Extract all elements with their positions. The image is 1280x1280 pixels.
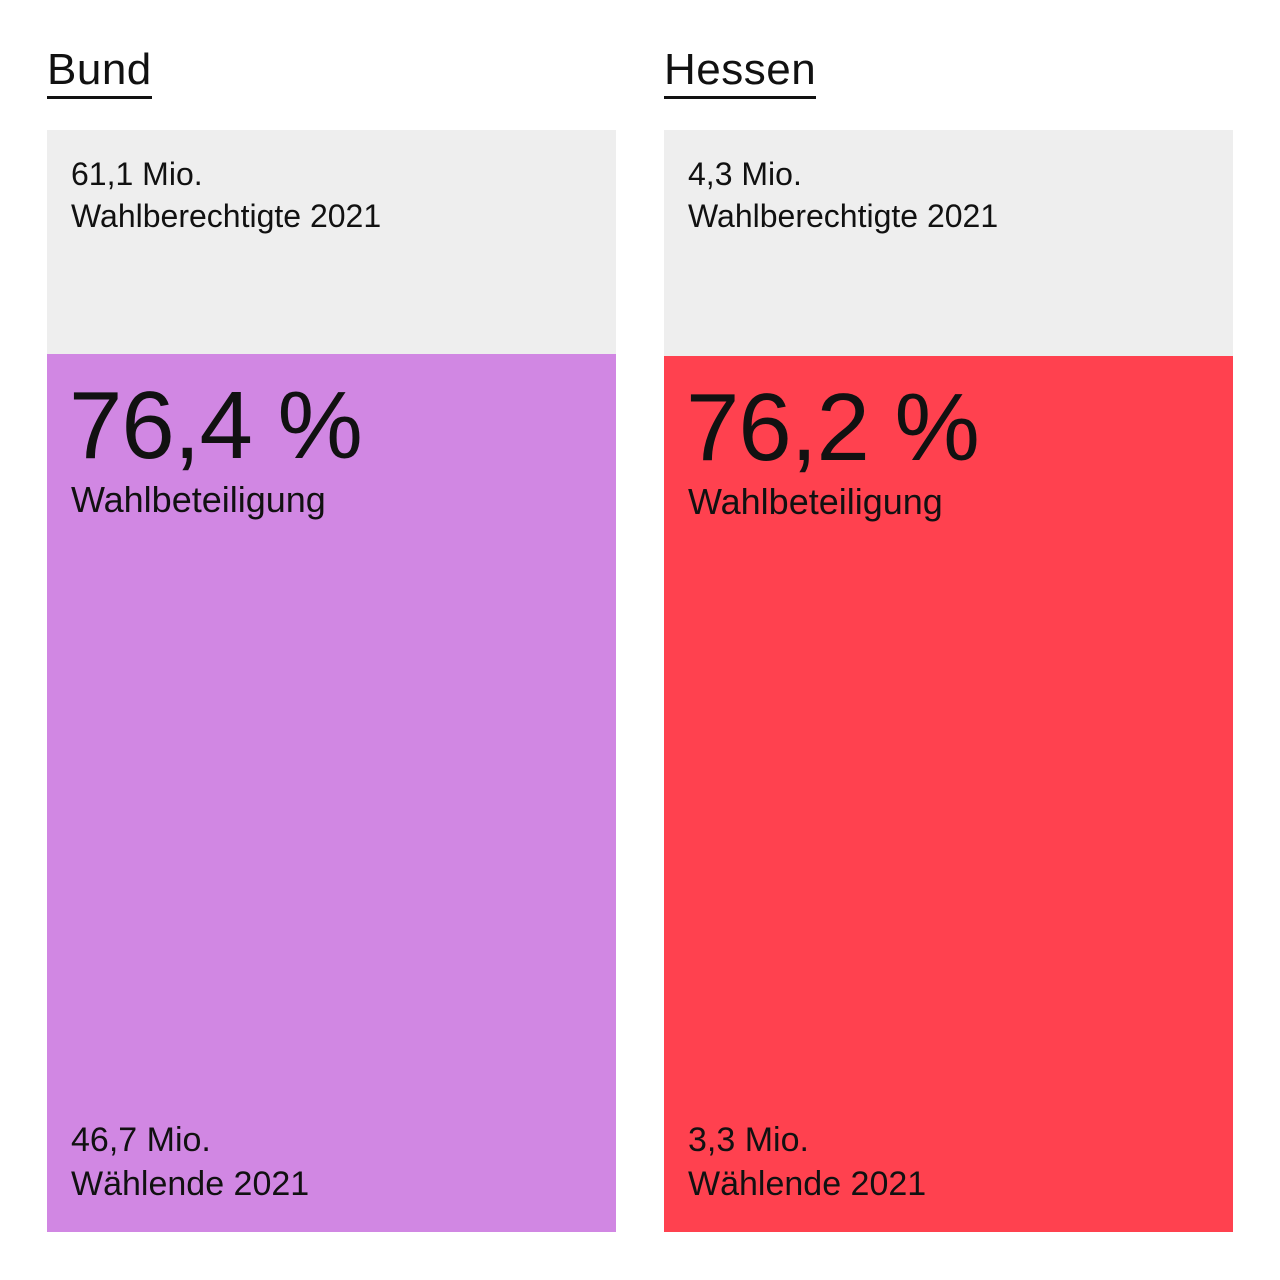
bund-panel: Bund 61,1 Mio. Wahlberechtigte 2021 76,4… (47, 0, 616, 1280)
hessen-turnout-label: Wahlbeteiligung (688, 481, 943, 522)
hessen-eligible-bar: 4,3 Mio. Wahlberechtigte 2021 76,2 % Wah… (664, 130, 1233, 1232)
hessen-voters-value: 3,3 Mio. (688, 1121, 809, 1159)
bund-voters-value: 46,7 Mio. (71, 1121, 211, 1159)
hessen-title: Hessen (664, 44, 817, 99)
hessen-voters-label: Wählende 2021 (688, 1165, 927, 1203)
hessen-eligible-value: 4,3 Mio. (688, 156, 802, 192)
bund-eligible-label: Wahlberechtigte 2021 (71, 198, 382, 234)
hessen-turnout-value: 76,2 % (686, 374, 980, 481)
hessen-eligible-label: Wahlberechtigte 2021 (688, 198, 999, 234)
bund-voters-bar: 76,4 % Wahlbeteiligung 46,7 Mio. Wählend… (47, 354, 616, 1232)
bund-turnout-label: Wahlbeteiligung (71, 479, 326, 520)
bund-voters-label: Wählende 2021 (71, 1165, 310, 1203)
bund-eligible-bar: 61,1 Mio. Wahlberechtigte 2021 76,4 % Wa… (47, 130, 616, 1232)
bund-turnout-value: 76,4 % (69, 372, 363, 479)
bund-title: Bund (47, 44, 152, 99)
bund-eligible-value: 61,1 Mio. (71, 156, 203, 192)
hessen-panel: Hessen 4,3 Mio. Wahlberechtigte 2021 76,… (664, 0, 1233, 1280)
hessen-voters-bar: 76,2 % Wahlbeteiligung 3,3 Mio. Wählende… (664, 356, 1233, 1232)
